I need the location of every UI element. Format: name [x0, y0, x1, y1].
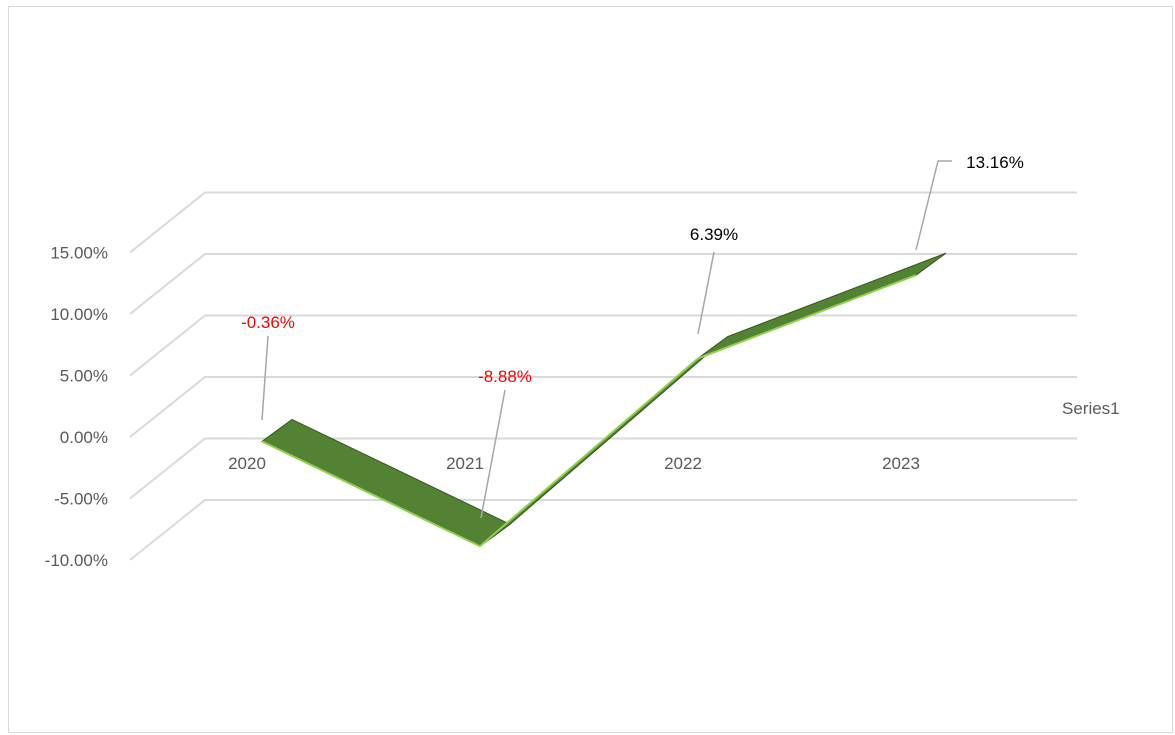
series-line: [261, 274, 917, 548]
y-axis: 15.00% 10.00% 5.00% 0.00% -5.00% -10.00%: [45, 244, 108, 571]
y-tick-label: -5.00%: [54, 490, 108, 509]
gridline: [129, 499, 1077, 561]
data-labels: -0.36% -8.88% 6.39% 13.16%: [241, 153, 1024, 519]
y-tick-label: 10.00%: [50, 305, 108, 324]
data-label: 13.16%: [966, 153, 1024, 172]
y-tick-label: -10.00%: [45, 551, 108, 570]
leader-line: [915, 160, 952, 251]
x-axis: 2020 2021 2022 2023: [228, 454, 920, 473]
gridline: [129, 376, 1077, 438]
chart-frame: [8, 6, 1173, 733]
gridlines: [129, 191, 1077, 561]
y-tick-label: 5.00%: [60, 367, 108, 386]
series-segment: [697, 252, 947, 359]
x-tick-label: 2023: [882, 454, 920, 473]
legend-series1[interactable]: Series1: [1062, 399, 1120, 418]
data-label: 6.39%: [690, 225, 738, 244]
data-label: -0.36%: [241, 313, 295, 332]
series-ribbon: [261, 252, 947, 548]
leader-line: [697, 251, 715, 335]
data-label: -8.88%: [478, 367, 532, 386]
x-tick-label: 2020: [228, 454, 266, 473]
x-tick-label: 2021: [446, 454, 484, 473]
x-tick-label: 2022: [664, 454, 702, 473]
leader-line: [261, 335, 269, 421]
y-tick-label: 15.00%: [50, 244, 108, 263]
leader-line: [480, 389, 506, 519]
gridline: [129, 253, 1077, 315]
y-tick-label: 0.00%: [60, 428, 108, 447]
gridline: [129, 437, 1077, 500]
gridline: [129, 191, 1077, 254]
